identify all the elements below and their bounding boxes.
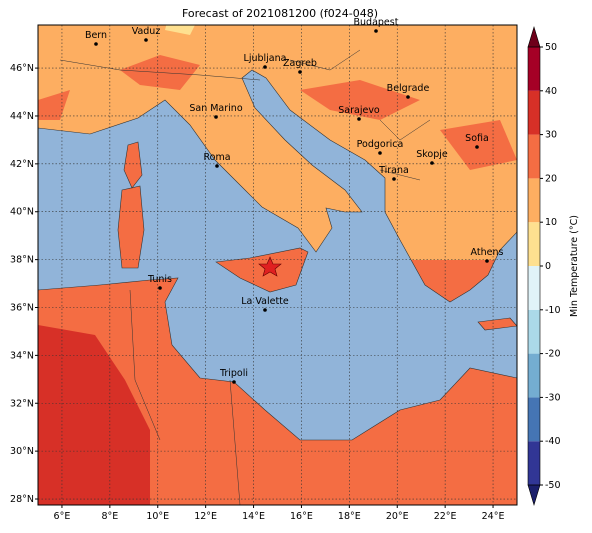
- colorbar-band: [528, 266, 540, 310]
- lat-tick-label: 40°N: [10, 207, 34, 218]
- colorbar-tick-label: 40: [545, 86, 557, 97]
- city-marker: [357, 117, 361, 121]
- city-marker: [298, 70, 302, 74]
- city-marker: [374, 29, 378, 33]
- grid: [38, 25, 517, 505]
- colorbar-band: [528, 222, 540, 266]
- city-marker: [232, 380, 236, 384]
- colorbar-band: [528, 134, 540, 179]
- map: [38, 25, 517, 505]
- lon-tick-label: 20°E: [386, 511, 409, 522]
- city-marker: [475, 145, 479, 149]
- lat-tick-label: 42°N: [10, 159, 34, 170]
- lat-tick-label: 36°N: [10, 302, 34, 313]
- city-label: Bern: [85, 30, 107, 41]
- lat-tick-label: 38°N: [10, 255, 34, 266]
- city-label: Athens: [471, 247, 504, 258]
- colorbar-tick-label: -50: [545, 480, 561, 491]
- lon-tick-label: 14°E: [242, 511, 265, 522]
- colorbar-band: [528, 397, 540, 442]
- city-label: Tripoli: [219, 368, 248, 379]
- lon-tick-label: 22°E: [434, 511, 457, 522]
- star-marker: [258, 256, 282, 277]
- colorbar-band: [528, 90, 540, 135]
- map-frame: [37, 24, 518, 506]
- colorbar-band: [528, 441, 540, 485]
- city-label: Sarajevo: [338, 105, 380, 116]
- lon-tick-label: 12°E: [194, 511, 217, 522]
- city-marker: [263, 65, 267, 69]
- city-marker: [263, 308, 267, 312]
- colorbar-extend: [527, 484, 541, 507]
- city-label: Vaduz: [132, 26, 161, 37]
- city-label: Belgrade: [387, 83, 430, 94]
- colorbar-tick-label: 50: [545, 42, 557, 53]
- city-label: Podgorica: [357, 139, 404, 150]
- colorbar-tick-label: 20: [545, 173, 557, 184]
- city-marker: [94, 42, 98, 46]
- colorbar-tick-label: -40: [545, 436, 561, 447]
- city-marker: [214, 115, 218, 119]
- sardinia: [117, 185, 145, 269]
- lat-tick-label: 30°N: [10, 446, 34, 457]
- lat-tick-label: 32°N: [10, 398, 34, 409]
- colorbar-tick-label: 30: [545, 130, 557, 141]
- lat-tick-label: 34°N: [10, 350, 34, 361]
- colorbar-extend: [527, 25, 541, 48]
- city-marker: [485, 259, 489, 263]
- corsica: [123, 141, 143, 189]
- colorbar-tick-label: -10: [545, 305, 561, 316]
- sicily: [215, 247, 309, 293]
- lon-tick-label: 24°E: [482, 511, 505, 522]
- lon-tick-label: 16°E: [290, 511, 313, 522]
- city-label: Tirana: [378, 165, 409, 176]
- colorbar-band: [528, 353, 540, 398]
- colorbar-label: Min Temperature (°C): [569, 215, 580, 317]
- colorbar-tick-label: 10: [545, 217, 557, 228]
- city-marker: [406, 95, 410, 99]
- city-marker: [215, 164, 219, 168]
- lon-tick-label: 6°E: [54, 511, 71, 522]
- colorbar-tick-label: 0: [545, 261, 551, 272]
- cool-patch: [165, 25, 195, 35]
- city-label: Budapest: [354, 17, 399, 28]
- city-marker: [430, 161, 434, 165]
- city-label: Roma: [203, 152, 230, 163]
- lon-tick-label: 10°E: [146, 511, 169, 522]
- lat-tick-label: 44°N: [10, 111, 34, 122]
- city-label: Sofia: [465, 133, 489, 144]
- city-label: Skopje: [416, 149, 448, 160]
- colorbar-tick-label: -20: [545, 349, 561, 360]
- city-label: Ljubljana: [244, 53, 287, 64]
- border: [59, 49, 431, 505]
- lon-tick-label: 18°E: [338, 511, 361, 522]
- warm-patch: [38, 55, 517, 170]
- city-marker: [378, 151, 382, 155]
- city-marker: [392, 177, 396, 181]
- city-label: Tunis: [147, 274, 172, 285]
- city-marker: [158, 286, 162, 290]
- crete: [477, 317, 517, 331]
- colorbar-tick-label: -30: [545, 392, 561, 403]
- title: Forecast of 2021081200 (f024-048): [182, 7, 378, 20]
- colorbar-band: [528, 309, 540, 354]
- city-label: La Valette: [241, 296, 289, 307]
- colorbar-band: [528, 178, 540, 223]
- lat-tick-label: 46°N: [10, 63, 34, 74]
- lat-tick-label: 28°N: [10, 494, 34, 505]
- hot-region: [38, 325, 150, 505]
- lon-tick-label: 8°E: [101, 511, 118, 522]
- city-label: Zagreb: [283, 58, 317, 69]
- city-label: San Marino: [189, 103, 242, 114]
- colorbar-band: [528, 47, 540, 91]
- city-marker: [144, 38, 148, 42]
